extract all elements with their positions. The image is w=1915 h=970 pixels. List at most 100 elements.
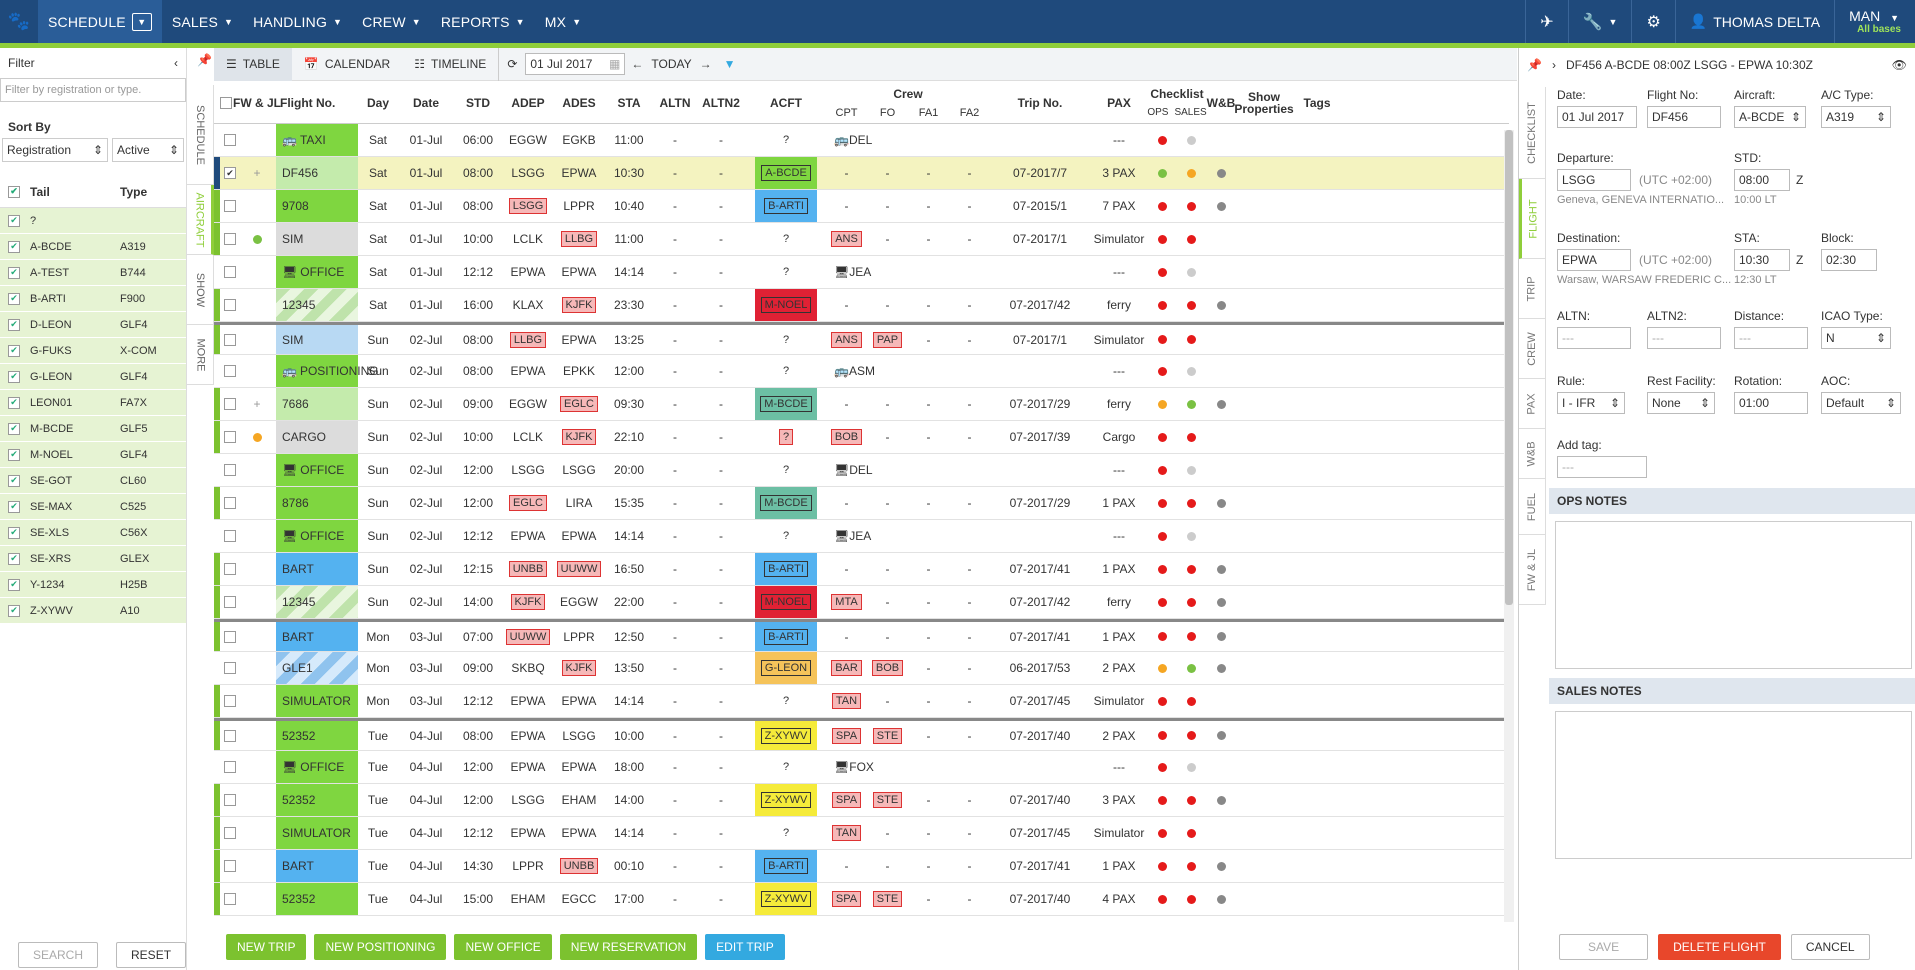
new-reservation-button[interactable]: NEW RESERVATION (559, 934, 698, 960)
chevron-down-icon[interactable]: ▼ (131, 12, 152, 31)
scrollbar-thumb[interactable] (1505, 130, 1513, 605)
table-row[interactable]: BART Mon 03-Jul 07:00 UUWW LPPR 12:50 - - B-ARTI -… (214, 619, 1509, 652)
tail-checkbox[interactable]: ✔ (8, 318, 20, 331)
paw-logo-icon[interactable]: 🐾 (7, 11, 31, 31)
next-arrow-icon[interactable]: → (699, 57, 712, 71)
ops-status-dot[interactable] (1158, 696, 1167, 706)
sales-status-dot[interactable] (1187, 663, 1196, 673)
row-checkbox[interactable] (224, 893, 236, 905)
row-checkbox[interactable] (224, 497, 236, 509)
sales-status-dot[interactable] (1187, 498, 1196, 508)
save-button[interactable]: SAVE (1559, 934, 1649, 960)
filter-input[interactable]: Filter by registration or type. (0, 78, 186, 102)
ops-status-dot[interactable] (1158, 894, 1167, 904)
row-checkbox[interactable] (224, 729, 236, 742)
ops-notes-textarea[interactable] (1555, 521, 1912, 669)
ops-status-dot[interactable] (1158, 335, 1167, 344)
flight-no-cell[interactable]: 52352 (276, 883, 358, 915)
table-row[interactable]: SIMULATOR Mon 03-Jul 12:12 EPWA EPWA 14:14 - -? T… (214, 685, 1509, 718)
flight-no-cell[interactable]: 🖥 OFFICE (276, 520, 358, 552)
tail-row[interactable]: ✔ A-TEST B744 (0, 260, 186, 286)
sales-status-dot[interactable] (1187, 696, 1196, 706)
wb-status-dot[interactable] (1216, 731, 1226, 740)
cancel-button[interactable]: CANCEL (1790, 934, 1870, 960)
col-date[interactable]: Date (412, 95, 439, 110)
tail-row[interactable]: ✔? (0, 208, 186, 234)
col-fo[interactable]: FO (879, 106, 896, 119)
ops-status-dot[interactable] (1158, 731, 1167, 740)
col-acft[interactable]: ACFT (770, 95, 802, 110)
sales-status-dot[interactable] (1187, 632, 1196, 641)
nav-crew[interactable]: CREW ▼ (352, 0, 431, 43)
select-all-checkbox[interactable]: ✔ (8, 185, 20, 198)
row-checkbox[interactable] (224, 530, 236, 542)
new-trip-button[interactable]: NEW TRIP (226, 934, 307, 960)
col-sales[interactable]: SALES (1174, 107, 1207, 118)
col-std[interactable]: STD (466, 95, 490, 110)
eye-icon[interactable]: 👁 (1891, 57, 1907, 72)
sales-status-dot[interactable] (1187, 564, 1196, 574)
ops-status-dot[interactable] (1158, 432, 1167, 442)
flight-no-cell[interactable]: 8786 (276, 487, 358, 519)
tab-wb[interactable]: W&B (1519, 429, 1546, 479)
row-checkbox[interactable] (224, 596, 236, 608)
nav-sales[interactable]: SALES ▼ (162, 0, 243, 43)
tab-aircraft[interactable]: AIRCRAFT (187, 185, 214, 255)
block-field[interactable]: 02:30 (1821, 249, 1877, 271)
wb-status-dot[interactable] (1216, 564, 1226, 574)
tail-checkbox[interactable]: ✔ (8, 474, 20, 487)
flight-no-cell[interactable]: BART (276, 622, 358, 651)
flight-no-cell[interactable]: 🖥 OFFICE (276, 751, 358, 783)
sales-status-dot[interactable] (1187, 828, 1196, 838)
sales-status-dot[interactable] (1187, 267, 1196, 277)
table-row[interactable]: CARGO Sun 02-Jul 10:00 LCLK KJFK 22:10 - -? BOB - -… (214, 421, 1509, 454)
sales-status-dot[interactable] (1187, 234, 1196, 244)
row-checkbox[interactable] (224, 761, 236, 773)
row-checkbox[interactable] (224, 266, 236, 278)
view-timeline-button[interactable]: ☷ TIMELINE (402, 48, 498, 81)
table-row[interactable]: 🚌 TAXI Sat 01-Jul 06:00 EGGW EGKB 11:00- -? 🚌 DEL -… (214, 124, 1509, 157)
plus-icon[interactable]: + (253, 397, 261, 411)
plus-icon[interactable]: + (253, 166, 261, 180)
wb-status-dot[interactable] (1216, 168, 1226, 178)
acft-cell[interactable]: ? (755, 355, 817, 387)
col-wb[interactable]: W&B (1206, 95, 1236, 110)
col-altn[interactable]: ALTN (659, 95, 691, 110)
col-fa2[interactable]: FA2 (959, 106, 980, 119)
tail-row[interactable]: ✔ G-LEON GLF4 (0, 364, 186, 390)
ops-status-dot[interactable] (1158, 828, 1167, 838)
ops-status-dot[interactable] (1158, 498, 1167, 508)
flight-no-cell[interactable]: DF456 (276, 157, 358, 189)
col-adep[interactable]: ADEP (511, 95, 545, 110)
delete-flight-button[interactable]: DELETE FLIGHT (1658, 934, 1781, 960)
row-checkbox[interactable] (224, 398, 236, 410)
sort-status-select[interactable]: Active ⇕ (112, 138, 184, 162)
base-selector[interactable]: MAN ▼ All bases (1834, 0, 1915, 43)
tail-checkbox[interactable]: ✔ (8, 344, 20, 357)
chevron-right-icon[interactable]: › (1551, 57, 1556, 72)
acft-cell[interactable]: G-LEON (755, 652, 817, 684)
tail-checkbox[interactable]: ✔ (8, 214, 20, 227)
flight-no-cell[interactable]: BART (276, 850, 358, 882)
row-checkbox[interactable] (224, 365, 236, 377)
flight-no-cell[interactable]: GLE1 (276, 652, 358, 684)
ops-status-dot[interactable] (1158, 300, 1167, 310)
sales-status-dot[interactable] (1187, 168, 1196, 178)
acft-cell[interactable]: B-ARTI (755, 553, 817, 585)
wb-status-dot[interactable] (1216, 663, 1226, 673)
wb-status-dot[interactable] (1216, 498, 1226, 508)
distance-field[interactable]: --- (1734, 327, 1808, 349)
sales-status-dot[interactable] (1187, 366, 1196, 376)
tab-more[interactable]: MORE (187, 325, 214, 385)
tail-checkbox[interactable]: ✔ (8, 448, 20, 461)
sales-status-dot[interactable] (1187, 399, 1196, 409)
row-checkbox[interactable] (224, 134, 236, 146)
icao-select[interactable]: N ⇕ (1821, 327, 1891, 349)
rest-select[interactable]: None ⇕ (1647, 392, 1715, 414)
tail-checkbox[interactable]: ✔ (8, 396, 20, 409)
table-scrollbar[interactable] (1504, 130, 1514, 922)
tail-row[interactable]: ✔ B-ARTI F900 (0, 286, 186, 312)
header-checkbox[interactable] (220, 96, 232, 109)
row-checkbox[interactable] (224, 563, 236, 575)
tab-checklist[interactable]: CHECKLIST (1519, 87, 1546, 179)
